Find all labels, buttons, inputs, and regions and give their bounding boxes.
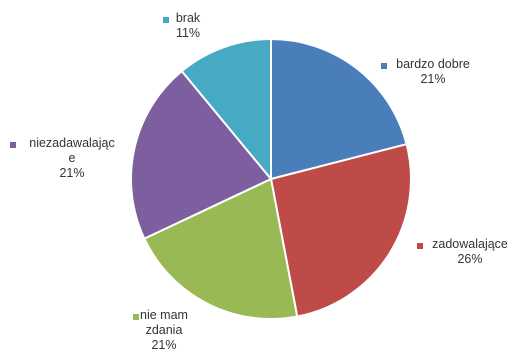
slice-category-label: brak xyxy=(176,11,201,25)
pie-slice-3 xyxy=(142,177,299,320)
slice-category-label: zadowalające xyxy=(432,237,508,251)
slice-percent-label: 21% xyxy=(59,166,84,180)
slice-category-label: bardzo dobre xyxy=(396,57,470,71)
slice-percent-label: 21% xyxy=(151,338,176,352)
legend-key-marker xyxy=(417,243,423,249)
legend-key-marker xyxy=(10,142,16,148)
slice-category-label: e xyxy=(69,151,76,165)
slice-percent-label: 26% xyxy=(457,252,482,266)
slice-category-label: niezadawalając xyxy=(29,136,114,150)
pie-slice-5 xyxy=(180,37,272,182)
slice-category-label: zdania xyxy=(146,323,183,337)
legend-key-marker xyxy=(133,314,139,320)
pie-slice-1 xyxy=(270,37,408,181)
slice-percent-label: 21% xyxy=(420,72,445,86)
legend-key-marker xyxy=(163,17,169,23)
pie-slice-2 xyxy=(269,142,412,318)
slice-percent-label: 11% xyxy=(176,26,200,40)
pie-slices xyxy=(130,37,412,320)
pie-slice-4 xyxy=(130,69,273,240)
slice-category-label: nie mam xyxy=(140,308,188,322)
legend-key-marker xyxy=(381,63,387,69)
